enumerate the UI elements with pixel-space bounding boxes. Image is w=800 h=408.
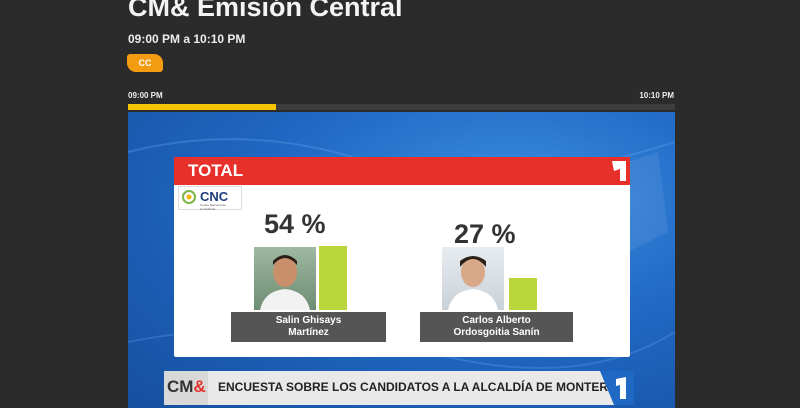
- cm-brand-logo: CM&: [164, 371, 208, 405]
- total-header-bar: TOTAL: [174, 157, 630, 185]
- timeline-end-time: 10:10 PM: [639, 91, 674, 100]
- ticker-headline: ENCUESTA SOBRE LOS CANDIDATOS A LA ALCAL…: [218, 380, 620, 394]
- cnc-logo: CNC Centro Nacional de Consultoría: [178, 186, 242, 211]
- poll-results-panel: TOTAL CNC Centro Nacional de Consultoría…: [174, 157, 630, 357]
- candidate-2-percent: 27 %: [454, 219, 516, 249]
- candidate-1-result-bar: [319, 246, 347, 310]
- candidate-2-name-line1: Carlos Alberto: [462, 315, 531, 326]
- candidate-2-name-box: Carlos Alberto Ordosgoitia Sanín: [420, 312, 573, 342]
- candidate-1-name-line2: Martínez: [288, 327, 329, 338]
- channel-one-ticker-icon: [600, 371, 634, 405]
- timeline-progress-bar[interactable]: [128, 104, 675, 110]
- candidate-1-photo: [254, 247, 316, 310]
- candidate-2-photo: [442, 247, 504, 310]
- cnc-logo-subtext: Centro Nacional de Consultoría: [200, 203, 226, 211]
- candidate-1-name-line1: Salin Ghisays: [275, 315, 342, 326]
- timeline-start-time: 09:00 PM: [128, 91, 163, 100]
- program-title: CM& Emisión Central: [128, 0, 403, 22]
- channel-one-corner-icon: [612, 161, 626, 181]
- candidate-2-result-bar: [509, 278, 537, 310]
- closed-captions-badge[interactable]: CC: [127, 54, 163, 72]
- video-player[interactable]: TOTAL CNC Centro Nacional de Consultoría…: [128, 112, 675, 408]
- candidate-1-percent: 54 %: [264, 209, 326, 239]
- program-time-range: 09:00 PM a 10:10 PM: [128, 32, 246, 46]
- candidate-1-name-box: Salin Ghisays Martínez: [231, 312, 386, 342]
- news-ticker: CM& ENCUESTA SOBRE LOS CANDIDATOS A LA A…: [164, 371, 634, 405]
- cm-brand-ampersand: &: [193, 377, 206, 396]
- cm-brand-text: CM: [167, 377, 194, 396]
- candidate-2-name-line2: Ordosgoitia Sanín: [453, 327, 540, 338]
- timeline-progress-fill: [128, 104, 276, 110]
- cnc-logo-text: CNC: [200, 189, 229, 204]
- total-header-label: TOTAL: [188, 161, 244, 180]
- cnc-logo-icon: [182, 190, 196, 204]
